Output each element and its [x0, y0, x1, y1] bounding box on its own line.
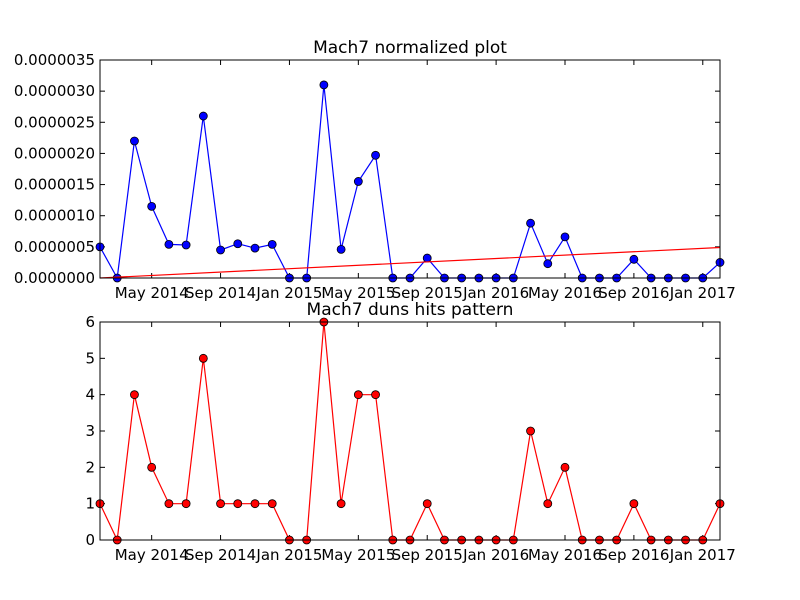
x-tick-label: Sep 2016	[598, 546, 669, 564]
data-point	[198, 353, 208, 363]
y-tick-label: 2	[85, 458, 95, 476]
y-axis-ticks: 0.0000000 0.0000005 0.0000010 0.0000015 0.00…	[14, 51, 720, 287]
data-point	[130, 390, 139, 400]
y-tick-label: 6	[85, 313, 95, 331]
x-tick-label: Sep 2016	[598, 284, 669, 302]
data-point	[233, 239, 243, 249]
x-tick-label: Jan 2016	[462, 284, 529, 302]
data-point	[336, 244, 346, 254]
data-point	[181, 240, 191, 250]
data-point	[629, 499, 639, 509]
data-point	[543, 259, 553, 269]
y-tick-label: 0.0000005	[14, 238, 95, 256]
y-tick-label: 0.0000015	[14, 176, 95, 194]
y-tick-label: 1	[85, 495, 95, 513]
data-point	[198, 111, 208, 121]
chart-title: Mach7 normalized plot	[313, 38, 507, 58]
x-tick-label: May 2014	[115, 546, 189, 564]
data-point	[422, 253, 432, 263]
data-point	[422, 499, 432, 509]
data-point	[233, 499, 243, 509]
x-tick-label: May 2015	[321, 546, 395, 564]
x-tick-label: Sep 2014	[185, 546, 256, 564]
data-point	[526, 426, 535, 436]
chart-title: Mach7 duns hits pattern	[307, 300, 514, 320]
data-point	[336, 499, 346, 509]
y-tick-label: 0.0000035	[14, 51, 95, 69]
x-tick-label: Jan 2017	[669, 546, 736, 564]
y-tick-label: 3	[85, 422, 95, 440]
y-tick-label: 0.0000010	[14, 207, 95, 225]
data-point	[319, 80, 329, 90]
x-tick-label: May 2016	[528, 284, 602, 302]
data-point	[181, 499, 191, 509]
data-point	[267, 499, 277, 509]
data-point	[250, 243, 260, 253]
data-point	[526, 218, 535, 228]
data-point	[216, 499, 225, 509]
y-tick-label: 0	[85, 531, 95, 549]
x-tick-label: Jan 2016	[462, 546, 529, 564]
x-tick-label: Sep 2014	[185, 284, 256, 302]
plot-frame	[99, 59, 721, 279]
x-tick-label: Jan 2015	[255, 284, 322, 302]
data-point	[371, 390, 380, 400]
y-tick-label: 4	[85, 386, 95, 404]
data-point	[250, 499, 260, 509]
y-tick-label: 0.0000000	[14, 269, 95, 287]
x-tick-label: May 2016	[528, 546, 602, 564]
x-tick-label: Sep 2015	[392, 546, 463, 564]
data-point	[147, 462, 157, 472]
data-point	[216, 245, 225, 255]
data-point	[267, 239, 277, 249]
data-point	[130, 136, 139, 146]
y-tick-label: 0.0000025	[14, 113, 95, 131]
data-point	[629, 254, 639, 264]
data-point	[371, 150, 380, 160]
plot-frame	[99, 321, 721, 541]
x-tick-label: Sep 2015	[392, 284, 463, 302]
x-tick-label: May 2014	[115, 284, 189, 302]
data-point	[353, 177, 363, 186]
data-point	[353, 390, 363, 400]
data-point	[543, 499, 553, 509]
data-point	[147, 201, 157, 211]
x-tick-label: Jan 2017	[669, 284, 736, 302]
y-tick-label: 5	[85, 349, 95, 367]
data-point	[560, 232, 570, 242]
y-tick-label: 0.0000030	[14, 82, 95, 100]
x-tick-label: Jan 2015	[255, 546, 322, 564]
x-tick-label: May 2015	[321, 284, 395, 302]
data-point	[164, 239, 174, 249]
data-point	[560, 462, 570, 472]
y-tick-label: 0.0000020	[14, 144, 95, 162]
trend-line	[99, 246, 721, 279]
data-point	[164, 499, 174, 509]
